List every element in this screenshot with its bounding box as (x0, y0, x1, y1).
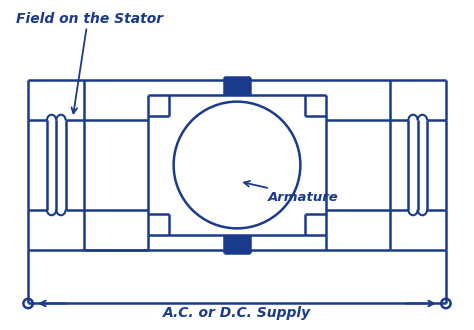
Text: Armature: Armature (267, 191, 338, 204)
Bar (224, 235, 250, 253)
Bar (224, 77, 250, 95)
Text: Field on the Stator: Field on the Stator (17, 13, 164, 26)
Text: A.C. or D.C. Supply: A.C. or D.C. Supply (163, 306, 311, 320)
